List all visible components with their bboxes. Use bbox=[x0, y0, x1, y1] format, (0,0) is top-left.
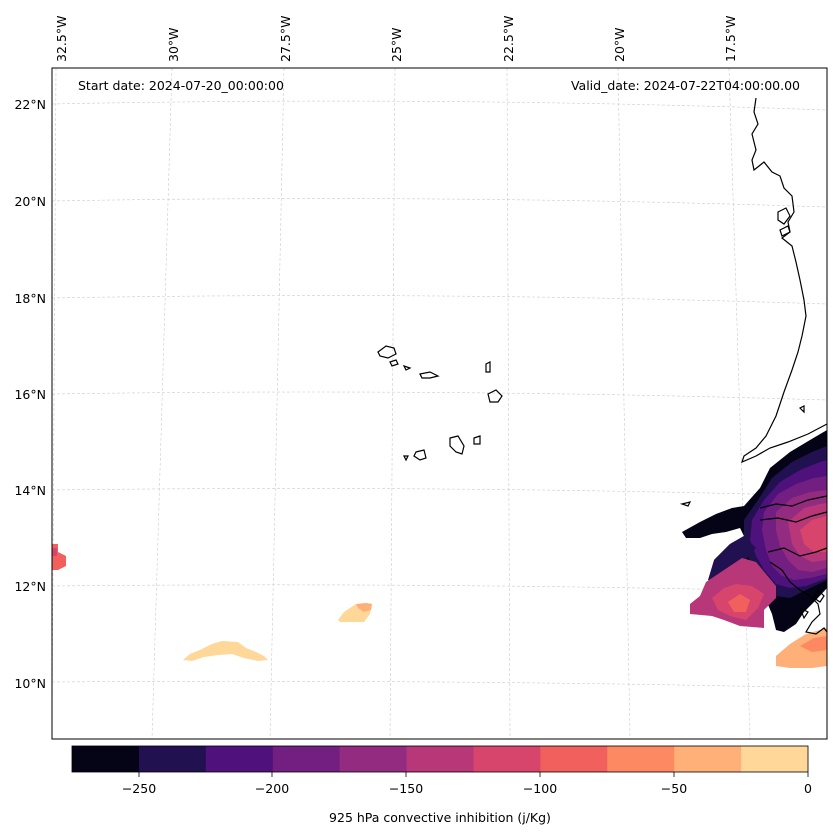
colorbar-swatch bbox=[72, 746, 140, 772]
bijagos-island bbox=[813, 588, 825, 603]
parallel-line bbox=[51, 391, 828, 401]
colorbar-swatch bbox=[205, 746, 274, 772]
parallel-line bbox=[51, 295, 828, 305]
colorbar-title: 925 hPa convective inhibition (j/Kg) bbox=[329, 810, 551, 825]
map-area bbox=[52, 68, 827, 739]
coastlines bbox=[377, 97, 828, 635]
colorbar-tick-label: −150 bbox=[389, 781, 423, 796]
lon-label: 25°W bbox=[389, 27, 404, 62]
island-santo-antao bbox=[377, 345, 397, 359]
colorbar-swatch bbox=[406, 746, 474, 772]
colorbar-tick-label: −250 bbox=[122, 781, 156, 796]
parallel-line bbox=[51, 680, 828, 689]
contour-patch-west-core bbox=[52, 548, 57, 556]
parallel-line bbox=[51, 100, 828, 111]
colorbar-tick-label: 0 bbox=[804, 781, 812, 796]
lon-label: 17.5°W bbox=[723, 16, 738, 62]
contour-patch-south-yellow bbox=[183, 641, 268, 661]
colorbar-tick-label: −100 bbox=[523, 781, 557, 796]
lat-label: 16°N bbox=[14, 387, 46, 402]
valid-date-label: Valid_date: 2024-07-22T04:00:00.00 bbox=[571, 78, 800, 93]
contour-level-minus100 bbox=[800, 516, 827, 552]
gambia-river-north bbox=[759, 495, 828, 509]
island-santa-luzia bbox=[402, 364, 412, 371]
meridian-line bbox=[506, 67, 511, 740]
colorbar-swatch bbox=[473, 746, 541, 772]
longitude-labels: 32.5°W 30°W 27.5°W 25°W 22.5°W 20°W 17.5… bbox=[54, 16, 738, 62]
meridian-line bbox=[617, 67, 631, 740]
cin-filled-contours bbox=[52, 430, 827, 668]
island-maio bbox=[473, 435, 481, 445]
colorbar-swatch bbox=[272, 746, 341, 772]
coast-inlet bbox=[779, 225, 791, 237]
island-sal bbox=[485, 361, 491, 373]
parallel-line bbox=[51, 488, 828, 497]
gambia-river-south bbox=[759, 511, 828, 523]
colorbar-swatch bbox=[674, 746, 742, 772]
island-fogo bbox=[413, 449, 427, 461]
colorbar: −250 −200 −150 −100 −50 0 925 hPa convec… bbox=[71, 745, 812, 825]
lat-label: 10°N bbox=[14, 676, 46, 691]
graticule bbox=[51, 67, 828, 740]
lat-label: 12°N bbox=[14, 579, 46, 594]
map-border bbox=[51, 67, 828, 740]
island-sao-vicente bbox=[389, 359, 399, 367]
lat-label: 22°N bbox=[14, 97, 46, 112]
lon-label: 32.5°W bbox=[54, 16, 69, 62]
coast-inlet bbox=[777, 207, 791, 225]
colorbar-frame bbox=[71, 745, 809, 773]
contour-patch-far-southeast-core bbox=[800, 636, 827, 652]
guinea-coastline bbox=[769, 561, 828, 635]
colorbar-swatch bbox=[741, 746, 809, 772]
colorbar-tick-label: −200 bbox=[255, 781, 289, 796]
african-coastline bbox=[741, 97, 828, 464]
colorbar-swatches bbox=[72, 746, 809, 772]
contour-patch-central-orange bbox=[356, 603, 372, 612]
meridian-line bbox=[51, 67, 57, 740]
parallel-line bbox=[51, 584, 828, 593]
contour-patch-southeast-core bbox=[728, 594, 750, 612]
meridian-line bbox=[728, 67, 751, 740]
island-brava bbox=[403, 455, 409, 462]
lon-label: 22.5°W bbox=[501, 16, 516, 62]
parallel-line bbox=[51, 198, 828, 208]
colorbar-ticks bbox=[138, 772, 809, 777]
start-date-label: Start date: 2024-07-20_00:00:00 bbox=[78, 78, 284, 93]
guinea-bissau-border bbox=[767, 547, 828, 557]
colorbar-tick-label: −50 bbox=[661, 781, 687, 796]
small-rock bbox=[679, 501, 692, 507]
island-sao-nicolau bbox=[419, 371, 440, 379]
meridian-line bbox=[151, 67, 173, 740]
island-boa-vista bbox=[487, 389, 503, 403]
lat-label: 14°N bbox=[14, 483, 46, 498]
latitude-labels: 22°N 20°N 18°N 16°N 14°N 12°N 10°N bbox=[14, 97, 46, 691]
coastal-islet bbox=[798, 405, 805, 414]
lat-label: 18°N bbox=[14, 291, 46, 306]
lon-label: 30°W bbox=[166, 27, 181, 62]
colorbar-swatch bbox=[540, 746, 608, 772]
lat-label: 20°N bbox=[14, 194, 46, 209]
lon-label: 20°W bbox=[612, 27, 627, 62]
meridian-line bbox=[269, 67, 285, 740]
lon-label: 27.5°W bbox=[278, 16, 293, 62]
colorbar-swatch bbox=[339, 746, 408, 772]
meridian-line bbox=[389, 67, 396, 740]
colorbar-swatch bbox=[138, 746, 207, 772]
bijagos-island bbox=[798, 606, 809, 620]
island-santiago bbox=[449, 435, 465, 455]
colorbar-swatch bbox=[607, 746, 675, 772]
